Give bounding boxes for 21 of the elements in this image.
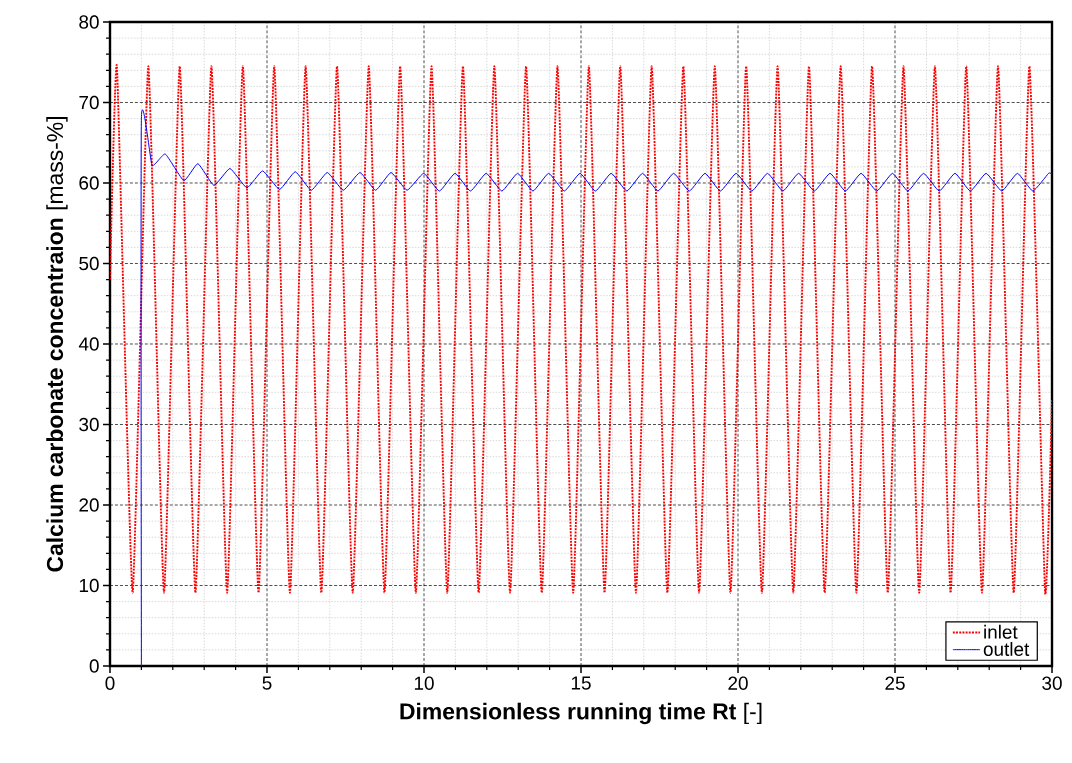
y-tick-label: 0 bbox=[89, 659, 99, 673]
x-tick-label: 5 bbox=[262, 676, 272, 690]
y-tick-label: 60 bbox=[79, 176, 99, 190]
x-axis-title: Dimensionless running time Rt [-] bbox=[400, 702, 762, 725]
x-tick-label: 10 bbox=[414, 676, 434, 690]
x-tick-label: 20 bbox=[728, 676, 748, 690]
y-tick-label: 30 bbox=[79, 417, 99, 432]
y-tick-label: 10 bbox=[79, 578, 99, 593]
y-tick-label: 40 bbox=[78, 337, 99, 351]
y-tick-label: 20 bbox=[79, 498, 99, 512]
y-tick-label: 70 bbox=[79, 95, 99, 110]
y-axis-title: Calcium carbonate concentraion [mass-%] bbox=[46, 117, 68, 572]
x-tick-label: 0 bbox=[105, 676, 115, 690]
legend-label: outlet bbox=[983, 642, 1030, 656]
y-tick-label: 80 bbox=[79, 15, 99, 29]
line-series bbox=[110, 65, 1053, 594]
x-tick-label: 30 bbox=[1042, 676, 1062, 690]
y-tick-label: 50 bbox=[79, 256, 99, 271]
x-tick-label: 25 bbox=[885, 676, 905, 690]
x-tick-label: 15 bbox=[571, 676, 591, 690]
legend-label: inlet bbox=[984, 624, 1018, 639]
